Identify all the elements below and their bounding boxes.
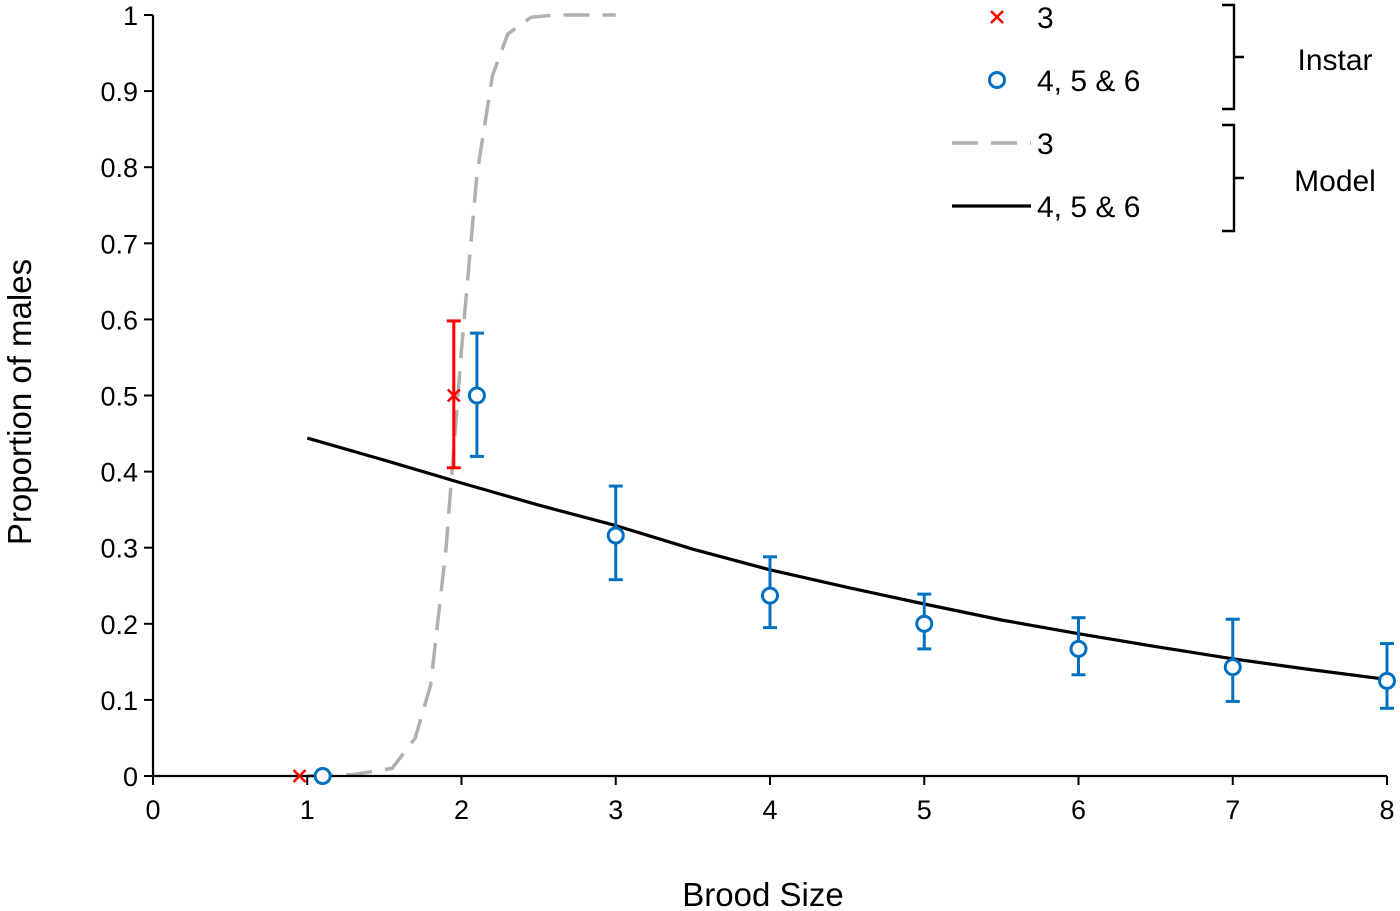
y-tick-label: 0.9 [100,77,138,107]
legend: 3 4, 5 & 6 3 4, 5 & 6 Instar Model [952,2,1376,233]
instar456-circle-marker [1378,671,1396,690]
legend-group-model: Model [1294,165,1376,198]
y-tick-label: 0.6 [100,305,138,335]
instar3-x-marker [446,388,461,403]
x-tick-label: 8 [1379,795,1394,825]
instar456-circle-marker [1069,639,1088,658]
y-tick-label: 0.3 [100,534,138,564]
y-tick-label: 0 [123,762,138,792]
y-tick-label: 0.7 [100,229,138,259]
legend-group-instar: Instar [1297,44,1372,77]
x-tick-label: 6 [1071,795,1086,825]
instar456-circle-marker [761,586,779,605]
instar456-circle-marker [313,767,332,785]
y-tick-label: 0.8 [100,153,138,183]
y-tick-label: 0.5 [100,382,138,412]
y-tick-label: 0.4 [100,458,138,488]
legend-instar456-symbol [988,71,1006,89]
legend-label: 3 [1037,2,1054,35]
instar3-x-marker [292,769,307,783]
y-tick-label: 1 [123,1,138,31]
instar456-circle-marker [467,386,486,405]
legend-label: 4, 5 & 6 [1037,191,1140,224]
x-tick-label: 0 [145,795,160,825]
legend-instar3-symbol [990,10,1004,24]
instar456-circle-marker [915,614,934,633]
x-tick-label: 7 [1225,795,1240,825]
model-lines [306,13,1388,778]
instar456-circle-marker [1223,658,1242,677]
x-axis-title: Brood Size [682,876,843,911]
x-tick-label: 3 [608,795,623,825]
x-tick-label: 2 [454,795,469,825]
axes: 0 1 2 3 4 5 6 7 8 0 0.1 0.2 0.3 0.4 0.5 0.6 0.7 0.8 0.9 1 [100,1,1394,825]
x-tick-label: 1 [300,795,315,825]
legend-label: 3 [1037,128,1054,161]
y-tick-label: 0.2 [100,610,138,640]
model-instar3-curve [307,13,616,778]
instar-group-brace [1222,3,1244,111]
model-group-brace [1222,123,1244,233]
y-axis-title: Proportion of males [1,259,38,545]
x-tick-label: 5 [917,795,932,825]
model-instar456-curve [306,436,1388,681]
x-tick-label: 4 [762,795,777,825]
legend-label: 4, 5 & 6 [1037,65,1140,98]
instar456-circle-marker [606,526,625,545]
data-points [292,319,1396,785]
y-tick-label: 0.1 [100,686,138,716]
